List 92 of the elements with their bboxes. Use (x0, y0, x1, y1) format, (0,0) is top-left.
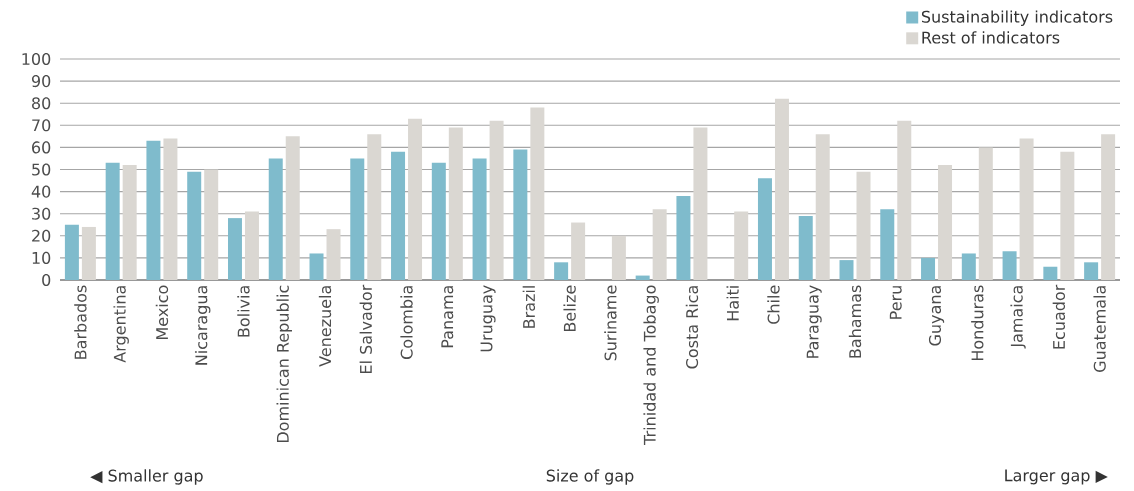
x-tick-label: Colombia (400, 286, 413, 359)
bar (64, 224, 79, 280)
bar (81, 226, 96, 280)
bar (513, 149, 528, 280)
y-tick-label: 30 (32, 207, 51, 220)
x-tick-label: Peru (889, 286, 902, 319)
x-tick-label: Jamaica (1010, 286, 1026, 349)
bar (1084, 262, 1099, 280)
x-tick-label: Bolivia (237, 286, 250, 337)
x-tick-label: Chile (767, 285, 780, 324)
y-tick-label: 10 (32, 251, 51, 264)
bar (815, 134, 830, 280)
bar (1043, 266, 1058, 280)
bar (693, 127, 708, 280)
bar (938, 165, 953, 280)
bar (921, 257, 936, 280)
bar (554, 262, 569, 280)
bar (431, 162, 446, 280)
text: Larger gap ▶ (1005, 469, 1108, 485)
x-tick-label: Uruguay (480, 285, 496, 352)
bar (227, 218, 242, 280)
x-tick-label: Belize (563, 285, 576, 332)
bar (1002, 251, 1017, 280)
x-tick-label: Bahamas (848, 285, 862, 358)
x-tick-label: Costa Rica (685, 286, 699, 369)
x-tick-label: Panama (441, 286, 454, 348)
bar (350, 158, 365, 280)
x-tick-label: Guatemala (1093, 286, 1106, 372)
bar (408, 118, 423, 280)
bar (244, 211, 259, 280)
bar (122, 165, 137, 280)
x-tick-label: Nicaragua (194, 286, 211, 365)
y-tick-label: 60 (32, 141, 51, 154)
bar (105, 162, 120, 280)
bar (391, 151, 406, 280)
legend-label: Rest of indicators (922, 31, 1060, 44)
y-tick-label: 80 (32, 97, 51, 110)
x-axis-title: Size of gap (546, 469, 634, 485)
x-tick-label: Paraguay (806, 285, 822, 358)
x-tick-label: Suriname (604, 285, 617, 361)
bar (798, 215, 813, 280)
bar (635, 275, 650, 280)
y-tick-label: 20 (32, 229, 51, 242)
bar (489, 120, 504, 280)
x-tick-label: Barbados (74, 285, 87, 359)
bar (897, 120, 912, 280)
x-tick-label: Venezuela (318, 286, 332, 367)
bar (839, 260, 854, 280)
bar (146, 140, 161, 280)
bar (676, 196, 691, 280)
bar (961, 253, 976, 280)
bar (774, 98, 789, 280)
bar (757, 178, 772, 280)
bar (1060, 151, 1075, 280)
y-tick-label: 40 (31, 185, 51, 198)
bar (978, 147, 993, 280)
y-tick-label: 70 (32, 119, 51, 132)
y-tick-label: 0 (42, 273, 51, 287)
bar (367, 134, 382, 280)
x-tick-label: Brazil (522, 286, 536, 328)
bar (880, 209, 895, 280)
bar (1101, 134, 1116, 280)
x-tick-label: Haiti (726, 286, 739, 321)
bar (326, 229, 341, 280)
bar (448, 127, 463, 280)
x-tick-label: Honduras (971, 285, 984, 361)
x-tick-label: Argentina (113, 286, 129, 363)
bar (1019, 138, 1034, 280)
bar (571, 222, 586, 280)
legend-label: Sustainability indicators (921, 10, 1113, 26)
y-tick-label: 50 (32, 163, 51, 176)
x-tick-label: Dominican Republic (276, 285, 292, 443)
y-tick-label: 100 (22, 52, 51, 66)
bar (611, 235, 626, 280)
x-tick-label: Guyana (928, 286, 945, 346)
bar (734, 211, 749, 280)
bar (856, 171, 871, 280)
x-tick-label: Trinidad and Tobago (643, 285, 659, 445)
x-tick-label: El Salvador (359, 284, 372, 373)
text: ◀ Smaller gap (90, 469, 203, 485)
bar (530, 107, 545, 280)
bar (163, 138, 178, 280)
bar (187, 171, 202, 280)
bar (472, 158, 487, 280)
bar (285, 136, 300, 280)
x-tick-label: Mexico (155, 285, 169, 339)
y-tick-label: 90 (31, 75, 51, 88)
bar (268, 158, 283, 280)
bar (309, 253, 324, 280)
bar (652, 209, 667, 280)
x-tick-label: Ecuador (1052, 284, 1066, 349)
bar (204, 169, 219, 280)
